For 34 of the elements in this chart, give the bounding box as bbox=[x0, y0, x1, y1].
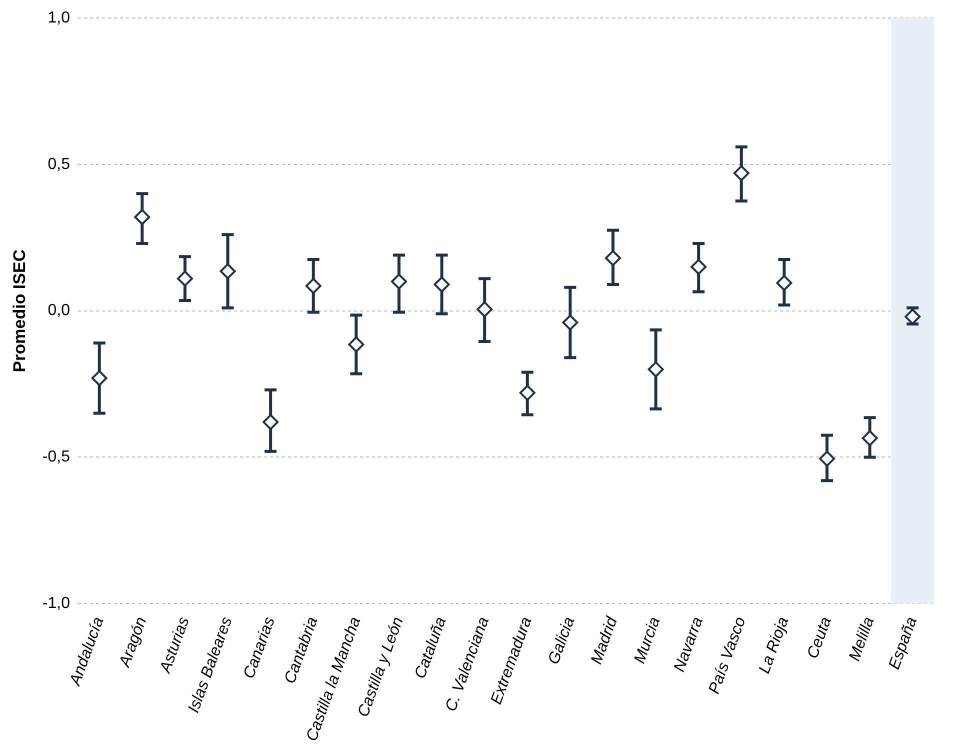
y-axis-title: Promedio ISEC bbox=[10, 249, 29, 372]
point bbox=[305, 278, 322, 294]
x-tick-label: Melilla bbox=[846, 614, 878, 664]
x-tick-label: La Rioja bbox=[756, 614, 792, 676]
y-tick-label: 1,0 bbox=[48, 9, 70, 26]
x-tick-label: Galicia bbox=[545, 614, 578, 667]
point bbox=[733, 165, 750, 182]
point bbox=[220, 263, 236, 280]
point bbox=[434, 276, 450, 292]
y-tick-label: 0,5 bbox=[48, 156, 70, 173]
point bbox=[862, 430, 878, 446]
point bbox=[648, 361, 664, 378]
y-tick-label: -1,0 bbox=[42, 594, 70, 612]
point bbox=[476, 301, 493, 318]
point bbox=[176, 270, 193, 287]
point bbox=[91, 370, 108, 386]
x-tick-label: Madrid bbox=[588, 614, 622, 667]
point bbox=[818, 450, 835, 467]
y-tick-label: -0,5 bbox=[42, 448, 70, 466]
point bbox=[390, 274, 407, 290]
point bbox=[519, 384, 536, 401]
point bbox=[690, 258, 707, 275]
x-tick-label: Murcia bbox=[631, 614, 664, 666]
x-tick-label: Ceuta bbox=[804, 614, 835, 661]
x-tick-label: País Vasco bbox=[706, 614, 750, 696]
point bbox=[262, 414, 279, 430]
point bbox=[134, 209, 150, 226]
point bbox=[604, 250, 621, 266]
point bbox=[776, 274, 792, 291]
x-tick-label: Aragón bbox=[116, 614, 150, 670]
point bbox=[348, 336, 364, 352]
x-tick-label: Asturias bbox=[156, 614, 193, 676]
y-tick-label: 0,0 bbox=[48, 302, 70, 320]
point bbox=[562, 314, 578, 331]
